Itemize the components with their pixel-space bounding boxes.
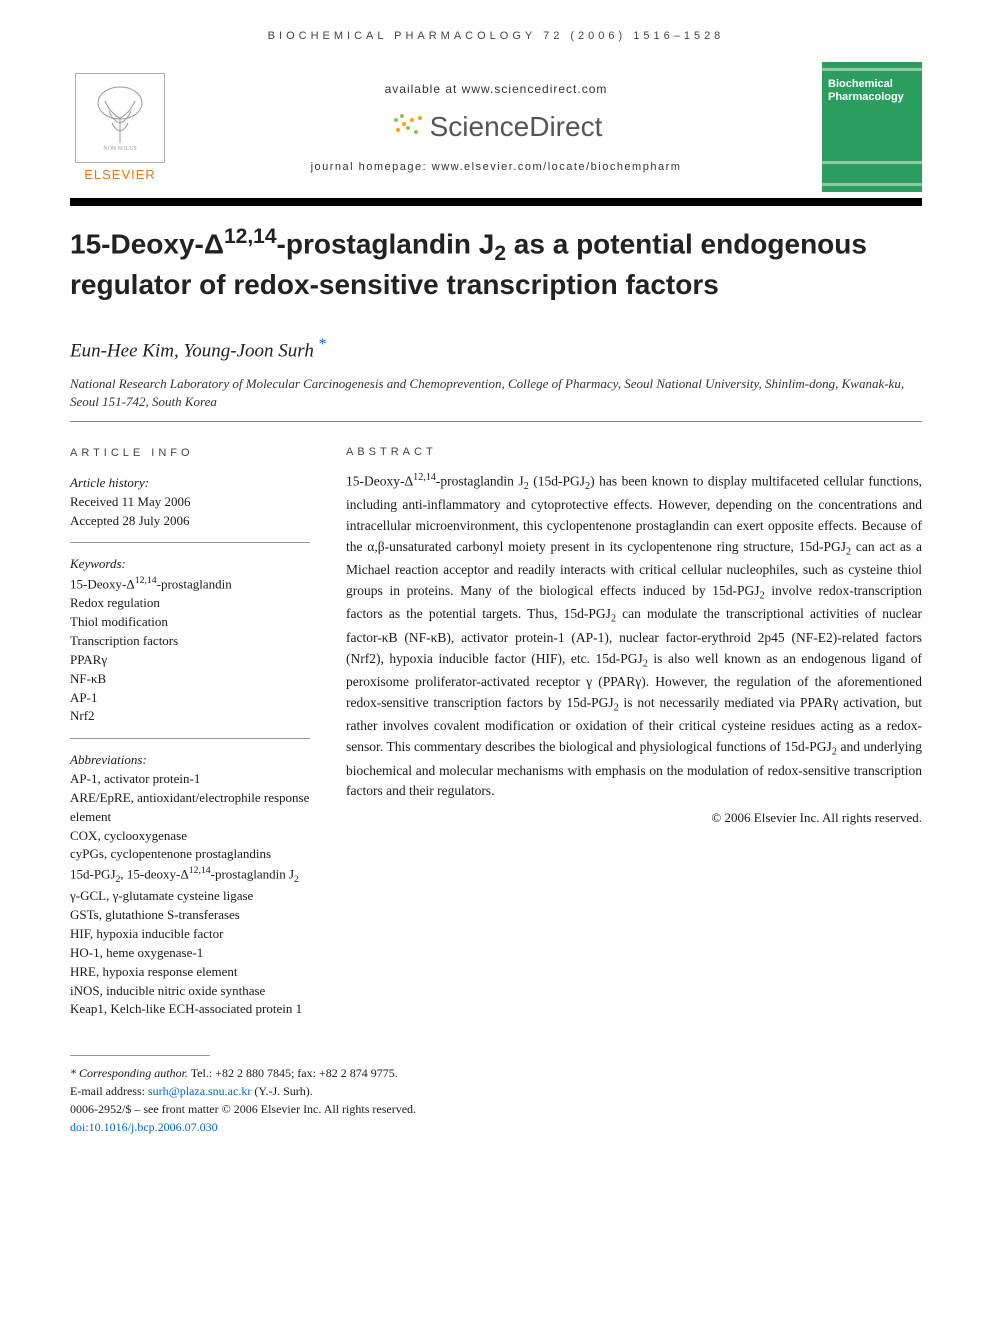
journal-cover-title: Biochemical Pharmacology <box>828 78 916 104</box>
available-at-text: available at www.sciencedirect.com <box>184 82 808 96</box>
keywords-list: 15-Deoxy-Δ12,14-prostaglandinRedox regul… <box>70 574 310 726</box>
elsevier-tree-icon: NON SOLUS <box>75 73 165 163</box>
divider <box>70 421 922 422</box>
list-item: HIF, hypoxia inducible factor <box>70 925 310 944</box>
affiliation: National Research Laboratory of Molecula… <box>70 375 922 411</box>
doi-link[interactable]: doi:10.1016/j.bcp.2006.07.030 <box>70 1120 218 1134</box>
journal-homepage-text: journal homepage: www.elsevier.com/locat… <box>184 161 808 173</box>
masthead: NON SOLUS ELSEVIER available at www.scie… <box>70 62 922 206</box>
list-item: COX, cyclooxygenase <box>70 827 310 846</box>
list-item: HO-1, heme oxygenase-1 <box>70 944 310 963</box>
list-item: PPARγ <box>70 651 310 670</box>
sciencedirect-text: ScienceDirect <box>430 110 603 141</box>
history-label: Article history: <box>70 474 310 493</box>
list-item: 15-Deoxy-Δ12,14-prostaglandin <box>70 574 310 594</box>
list-item: Nrf2 <box>70 707 310 726</box>
elsevier-logo: NON SOLUS ELSEVIER <box>70 73 170 182</box>
abstract-heading: ABSTRACT <box>346 446 922 458</box>
list-item: Keap1, Kelch-like ECH-associated protein… <box>70 1000 310 1019</box>
sciencedirect-burst-icon <box>390 110 426 147</box>
keywords-label: Keywords: <box>70 555 310 574</box>
list-item: 15d-PGJ2, 15-deoxy-Δ12,14-prostaglandin … <box>70 864 310 887</box>
running-header: BIOCHEMICAL PHARMACOLOGY 72 (2006) 1516–… <box>70 30 922 42</box>
doi-line: doi:10.1016/j.bcp.2006.07.030 <box>70 1118 922 1136</box>
list-item: NF-κB <box>70 670 310 689</box>
elsevier-wordmark: ELSEVIER <box>70 167 170 182</box>
abstract-body: 15-Deoxy-Δ12,14-prostaglandin J2 (15d-PG… <box>346 470 922 803</box>
abbreviations-block: Abbreviations: AP-1, activator protein-1… <box>70 751 310 1019</box>
abstract-copyright: © 2006 Elsevier Inc. All rights reserved… <box>346 810 922 826</box>
article-info-heading: ARTICLE INFO <box>70 446 310 462</box>
article-history-block: Article history: Received 11 May 2006 Ac… <box>70 474 310 544</box>
corr-contact: Tel.: +82 2 880 7845; fax: +82 2 874 977… <box>188 1066 398 1080</box>
abbreviations-label: Abbreviations: <box>70 751 310 770</box>
list-item: γ-GCL, γ-glutamate cysteine ligase <box>70 887 310 906</box>
two-column-layout: ARTICLE INFO Article history: Received 1… <box>70 446 922 1031</box>
list-item: Redox regulation <box>70 594 310 613</box>
history-line: Accepted 28 July 2006 <box>70 512 310 531</box>
sciencedirect-logo: ScienceDirect <box>184 110 808 147</box>
corr-email[interactable]: surh@plaza.snu.ac.kr <box>148 1084 251 1098</box>
email-label: E-mail address: <box>70 1084 148 1098</box>
svg-text:NON SOLUS: NON SOLUS <box>103 146 137 152</box>
list-item: Transcription factors <box>70 632 310 651</box>
issn-line: 0006-2952/$ – see front matter © 2006 El… <box>70 1100 922 1118</box>
abbreviations-list: AP-1, activator protein-1ARE/EpRE, antio… <box>70 770 310 1019</box>
list-item: GSTs, glutathione S-transferases <box>70 906 310 925</box>
list-item: AP-1, activator protein-1 <box>70 770 310 789</box>
article-title: 15-Deoxy-Δ12,14-prostaglandin J2 as a po… <box>70 224 922 302</box>
corresponding-author-note: * Corresponding author. Tel.: +82 2 880 … <box>70 1064 922 1100</box>
footnote-separator <box>70 1055 210 1056</box>
article-info-column: ARTICLE INFO Article history: Received 1… <box>70 446 310 1031</box>
keywords-block: Keywords: 15-Deoxy-Δ12,14-prostaglandinR… <box>70 555 310 739</box>
list-item: cyPGs, cyclopentenone prostaglandins <box>70 845 310 864</box>
abstract-column: ABSTRACT 15-Deoxy-Δ12,14-prostaglandin J… <box>346 446 922 1031</box>
corr-label: * Corresponding author. <box>70 1066 188 1080</box>
email-attribution: (Y.-J. Surh). <box>251 1084 312 1098</box>
list-item: Thiol modification <box>70 613 310 632</box>
list-item: HRE, hypoxia response element <box>70 963 310 982</box>
history-line: Received 11 May 2006 <box>70 493 310 512</box>
masthead-center: available at www.sciencedirect.com Scien… <box>184 82 808 173</box>
list-item: ARE/EpRE, antioxidant/electrophile respo… <box>70 789 310 827</box>
authors: Eun-Hee Kim, Young-Joon Surh * <box>70 336 922 362</box>
list-item: AP-1 <box>70 689 310 708</box>
list-item: iNOS, inducible nitric oxide synthase <box>70 982 310 1001</box>
journal-cover-thumbnail: Biochemical Pharmacology <box>822 62 922 192</box>
